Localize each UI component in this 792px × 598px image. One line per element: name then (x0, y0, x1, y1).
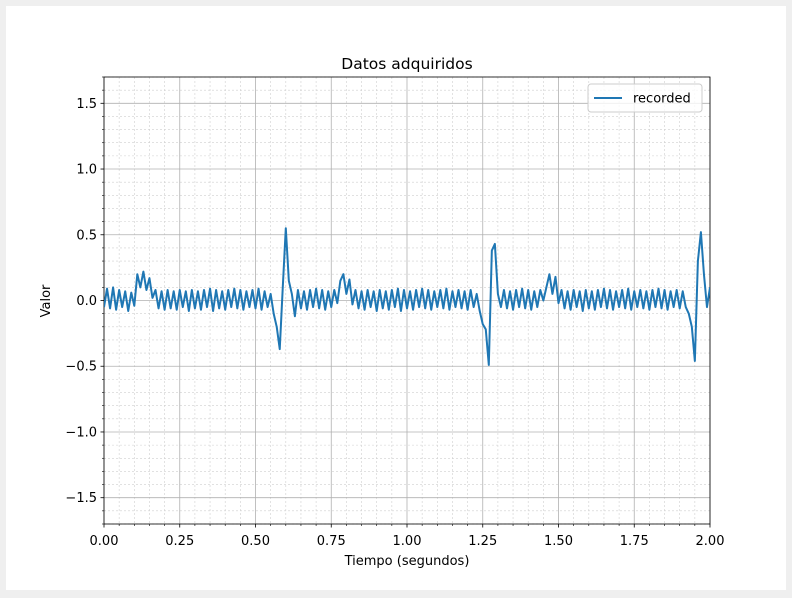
y-tick-label: 0.5 (76, 228, 97, 243)
x-tick-label: 0.75 (317, 534, 346, 549)
x-tick-label: 1.50 (544, 534, 573, 549)
y-tick-label: 1.5 (76, 97, 97, 112)
chart-title: Datos adquiridos (341, 55, 472, 73)
x-axis-label: Tiempo (segundos) (344, 554, 470, 569)
x-tick-label: 2.00 (696, 534, 725, 549)
x-tick-label: 0.00 (90, 534, 119, 549)
legend-label: recorded (633, 92, 691, 107)
y-tick-label: 0.0 (76, 294, 97, 309)
plot-frame (103, 76, 711, 525)
x-tick-label: 1.00 (393, 534, 422, 549)
x-tick-label: 0.25 (165, 534, 194, 549)
data-line (104, 227, 710, 366)
y-tick-label: −1.0 (65, 425, 97, 440)
legend-box (587, 83, 703, 113)
x-tick-label: 1.25 (468, 534, 497, 549)
x-tick-label: 0.50 (241, 534, 270, 549)
y-tick-label: 1.0 (76, 163, 97, 178)
x-tick-label: 1.75 (620, 534, 649, 549)
y-tick-label: −0.5 (65, 360, 97, 375)
y-tick-label: −1.5 (65, 491, 97, 506)
y-axis-label: Valor (39, 284, 54, 317)
